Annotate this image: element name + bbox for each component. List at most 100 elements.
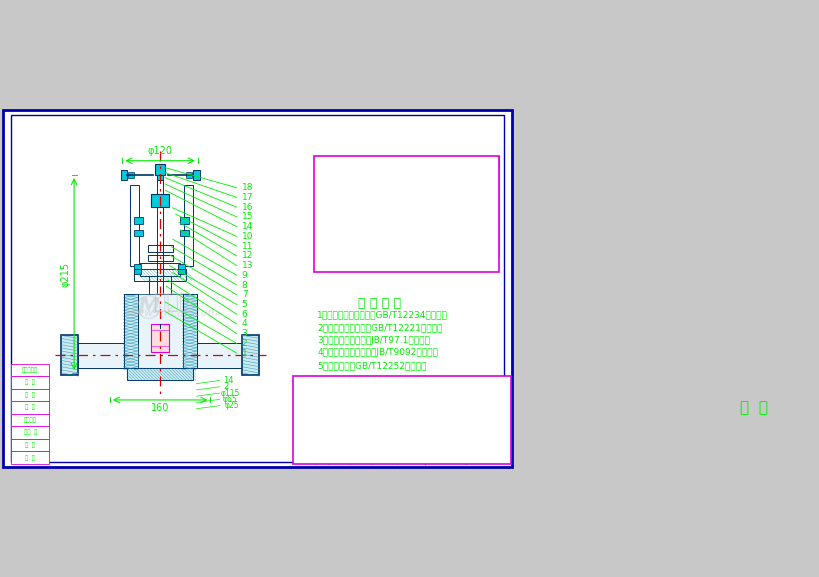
Text: 13: 13 — [242, 261, 253, 270]
Text: 强度: 强度 — [342, 191, 351, 200]
Text: 17: 17 — [242, 193, 253, 202]
Text: 1.76: 1.76 — [370, 212, 388, 222]
Text: 10: 10 — [242, 232, 253, 241]
Bar — [79, 343, 124, 368]
Bar — [314, 156, 499, 272]
Text: 气密封: 气密封 — [342, 223, 355, 232]
Text: 2: 2 — [242, 339, 247, 348]
Text: 3: 3 — [242, 329, 247, 338]
Text: 闸  阀: 闸 阀 — [454, 400, 482, 415]
Text: 0.6: 0.6 — [370, 223, 383, 232]
Text: φ115: φ115 — [221, 388, 240, 398]
Bar — [293, 376, 510, 464]
Text: 描  图: 描 图 — [25, 443, 35, 448]
Text: 日期: 日期 — [356, 456, 364, 462]
Text: 160: 160 — [151, 403, 169, 413]
Text: 验: 验 — [477, 202, 482, 211]
Text: 密封: 密封 — [342, 202, 351, 211]
Bar — [180, 217, 188, 223]
Bar — [193, 170, 200, 180]
Text: 上密封: 上密封 — [342, 212, 355, 222]
Bar — [11, 426, 49, 439]
Text: 数量: 数量 — [317, 418, 325, 424]
Bar — [128, 172, 134, 178]
Text: 6: 6 — [242, 310, 247, 319]
Text: 介: 介 — [477, 212, 482, 222]
Text: 年.月.日: 年.月.日 — [400, 418, 415, 424]
Bar — [11, 414, 49, 426]
Text: φ65: φ65 — [223, 395, 238, 404]
Text: 闸  阀: 闸 阀 — [739, 400, 767, 415]
Bar — [183, 294, 197, 368]
Text: 制  图: 制 图 — [25, 404, 35, 410]
Text: 工艺: 工艺 — [300, 447, 307, 452]
Text: 3、阀门的连接尺寸按JB/T97.1的规定；: 3、阀门的连接尺寸按JB/T97.1的规定； — [317, 336, 429, 345]
Text: 适 用 介 质: 适 用 介 质 — [317, 245, 346, 254]
Text: 水: 水 — [486, 191, 491, 200]
Text: 11: 11 — [242, 242, 253, 250]
Bar — [140, 263, 180, 276]
Bar — [127, 368, 193, 380]
Text: 日  期: 日 期 — [25, 455, 35, 460]
Text: 公称压力 PN: 公称压力 PN — [317, 180, 353, 189]
Text: MPa: MPa — [405, 208, 419, 215]
Text: 油脂性介质等: 油脂性介质等 — [423, 245, 455, 254]
Text: 沐风网: 沐风网 — [154, 292, 191, 312]
Text: 描  图: 描 图 — [25, 380, 35, 385]
Text: 更改文件号: 更改文件号 — [351, 418, 369, 424]
Text: 4、阀门的检验与试验按JB/T9092的规定；: 4、阀门的检验与试验按JB/T9092的规定； — [317, 349, 437, 358]
Text: 2.4: 2.4 — [370, 191, 383, 200]
Text: φ25: φ25 — [224, 401, 239, 410]
Bar — [130, 185, 138, 266]
Bar — [314, 156, 499, 168]
Text: mm: mm — [455, 169, 473, 178]
Bar — [156, 175, 163, 180]
Bar — [180, 230, 188, 236]
Bar — [147, 255, 173, 261]
Bar — [155, 164, 165, 175]
Bar — [152, 194, 169, 207]
Text: 标记: 标记 — [300, 418, 307, 424]
Text: 16: 16 — [242, 203, 253, 212]
Text: 25
Z40W-16P-00: 25 Z40W-16P-00 — [430, 427, 505, 451]
Bar — [133, 269, 186, 280]
Text: 设计: 设计 — [300, 428, 307, 433]
Text: 18: 18 — [242, 183, 253, 192]
Bar — [61, 335, 79, 376]
Bar — [314, 233, 499, 244]
Bar — [314, 168, 499, 179]
Bar — [11, 376, 49, 389]
Bar — [138, 294, 183, 368]
Text: 校  对: 校 对 — [25, 392, 35, 398]
Bar — [156, 180, 163, 328]
Text: 8: 8 — [242, 280, 247, 290]
Bar — [148, 276, 171, 298]
Bar — [197, 343, 242, 368]
Bar — [133, 230, 143, 236]
Text: 签 名: 签 名 — [379, 418, 388, 424]
Text: 5、涂讼要求按GB/T12252的规定。: 5、涂讼要求按GB/T12252的规定。 — [317, 361, 426, 370]
Text: 水: 水 — [486, 202, 491, 211]
Bar — [120, 170, 127, 180]
Text: 审核: 审核 — [356, 437, 364, 443]
Bar — [133, 264, 141, 275]
Bar — [314, 179, 499, 190]
Bar — [11, 439, 49, 451]
Text: φ215: φ215 — [61, 261, 71, 287]
Bar — [11, 451, 49, 464]
Text: 5: 5 — [242, 300, 247, 309]
Bar — [147, 245, 173, 252]
Text: 14: 14 — [223, 376, 233, 385]
Text: M: M — [138, 297, 160, 317]
Bar — [186, 172, 192, 178]
Text: 空气: 空气 — [485, 223, 494, 232]
Text: 压力: 压力 — [322, 212, 331, 222]
Bar — [152, 324, 169, 352]
Bar — [11, 401, 49, 414]
Text: 图纸总号: 图纸总号 — [24, 417, 37, 423]
Text: 1.76: 1.76 — [370, 202, 388, 211]
Text: 1.6: 1.6 — [400, 180, 414, 189]
Text: φ120: φ120 — [147, 147, 173, 156]
Text: 制图: 制图 — [300, 456, 307, 462]
Bar — [178, 264, 185, 275]
